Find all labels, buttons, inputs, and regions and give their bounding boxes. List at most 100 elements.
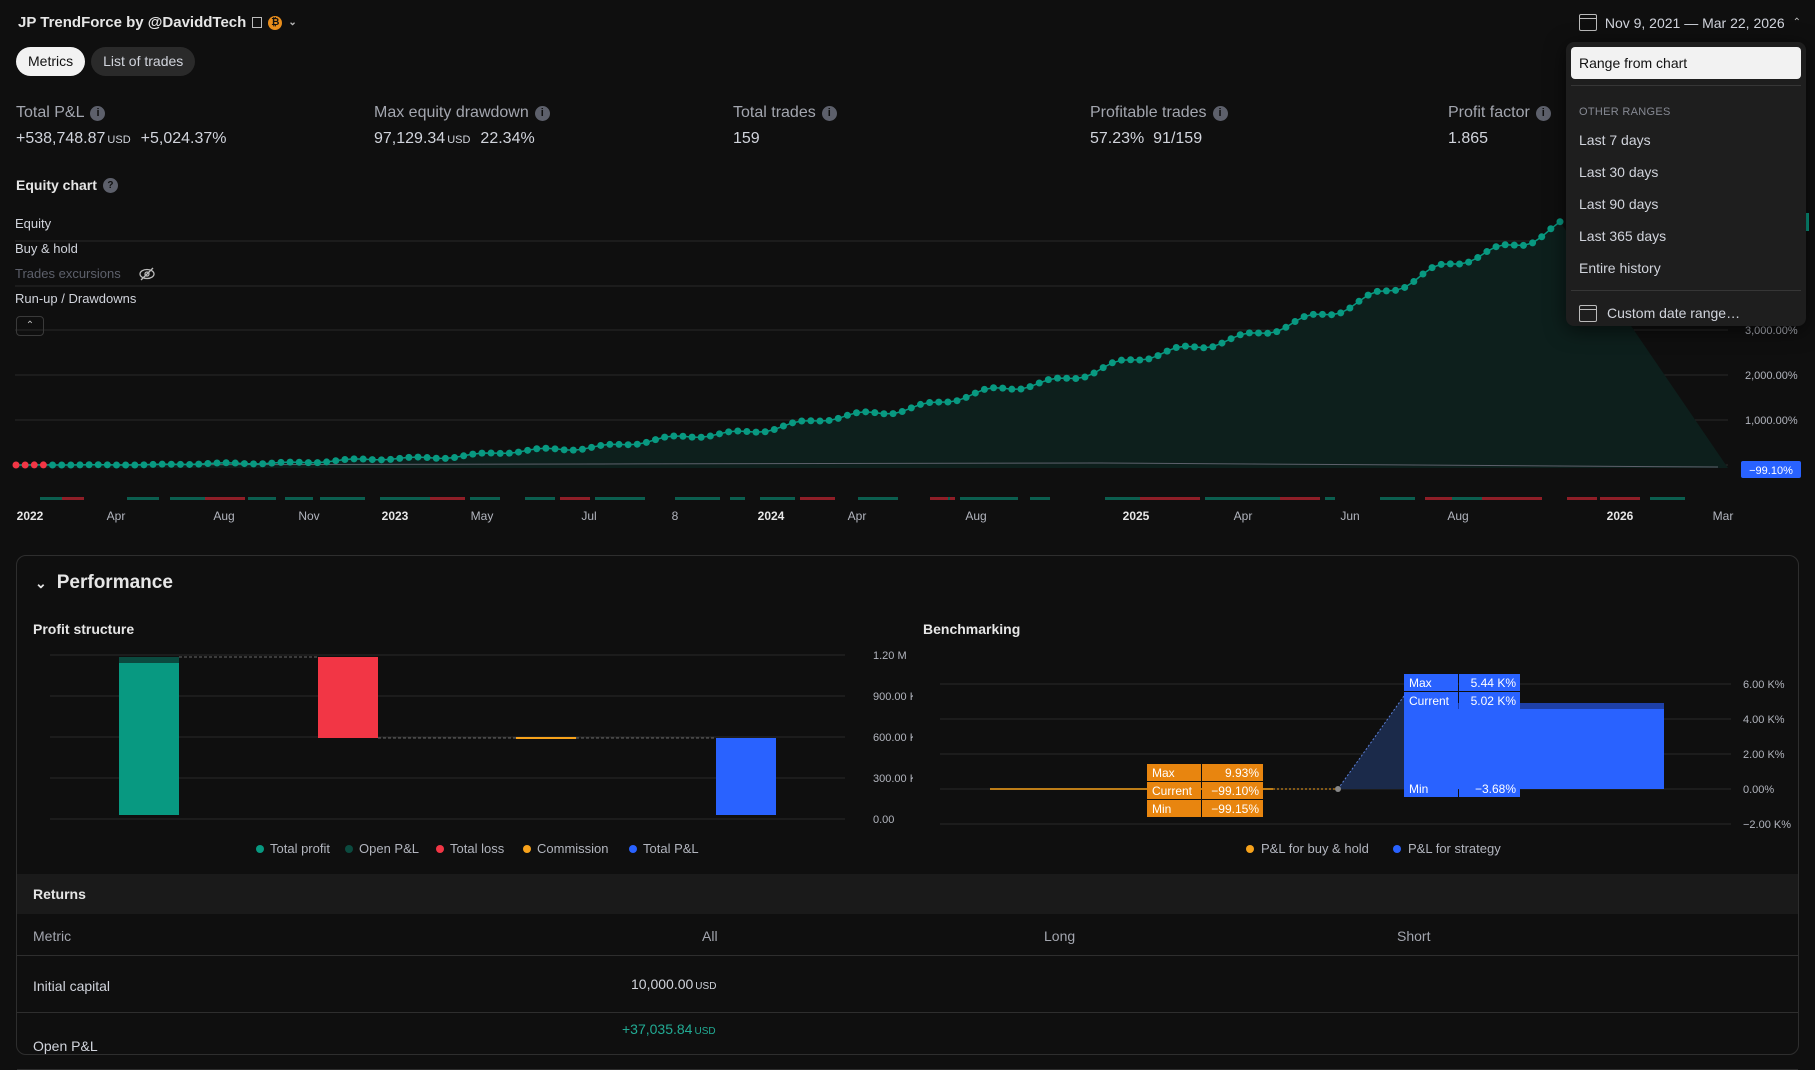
equity-point[interactable] (652, 436, 660, 444)
equity-point[interactable] (414, 453, 422, 461)
equity-point[interactable] (1008, 385, 1016, 393)
equity-point[interactable] (1044, 376, 1052, 384)
equity-point[interactable] (149, 460, 157, 468)
equity-point[interactable] (1373, 287, 1381, 295)
equity-point[interactable] (1017, 385, 1025, 393)
equity-point[interactable] (953, 397, 961, 405)
range-last-7-days[interactable]: Last 7 days (1579, 132, 1651, 148)
equity-point[interactable] (58, 461, 66, 469)
equity-point[interactable] (807, 417, 815, 425)
equity-point[interactable] (259, 460, 267, 468)
equity-point[interactable] (112, 461, 120, 469)
equity-point[interactable] (1227, 335, 1235, 343)
equity-point[interactable] (588, 443, 596, 451)
equity-point[interactable] (1538, 233, 1546, 241)
equity-point[interactable] (1501, 241, 1509, 249)
equity-point[interactable] (250, 460, 258, 468)
equity-point[interactable] (1291, 318, 1299, 326)
equity-point[interactable] (405, 453, 413, 461)
equity-point[interactable] (524, 446, 532, 454)
equity-point[interactable] (1108, 359, 1116, 367)
tab-list-of-trades[interactable]: List of trades (91, 47, 196, 76)
equity-point[interactable] (1264, 329, 1272, 337)
legend-trades-excursions[interactable]: Trades excursions (15, 266, 156, 281)
equity-point[interactable] (1054, 374, 1062, 382)
equity-point[interactable] (1392, 286, 1400, 294)
equity-point[interactable] (396, 454, 404, 462)
equity-point[interactable] (432, 454, 440, 462)
benchmarking-chart[interactable]: Max 9.93% Current −99.10% Min −99.15% Max 5.44 … (923, 651, 1793, 871)
equity-point[interactable] (706, 432, 714, 440)
equity-point[interactable] (1309, 310, 1317, 318)
equity-point[interactable] (779, 422, 787, 430)
equity-point[interactable] (277, 458, 285, 466)
legend-label[interactable]: Total P&L (643, 841, 699, 856)
equity-point[interactable] (1492, 243, 1500, 251)
help-icon[interactable]: ? (102, 177, 118, 193)
equity-point[interactable] (85, 461, 93, 469)
equity-point[interactable] (231, 459, 239, 467)
equity-point[interactable] (1154, 352, 1162, 360)
equity-point[interactable] (131, 461, 139, 469)
equity-point[interactable] (76, 461, 84, 469)
equity-point[interactable] (1117, 356, 1125, 364)
equity-point[interactable] (907, 404, 915, 412)
equity-point[interactable] (1026, 383, 1034, 391)
equity-point[interactable] (752, 428, 760, 436)
equity-point[interactable] (1318, 310, 1326, 318)
equity-point[interactable] (176, 460, 184, 468)
equity-point[interactable] (569, 446, 577, 454)
range-last-30-days[interactable]: Last 30 days (1579, 164, 1659, 180)
legend-label[interactable]: P&L for buy & hold (1261, 841, 1369, 856)
copy-icon[interactable] (252, 17, 263, 28)
equity-point[interactable] (871, 409, 879, 417)
equity-point[interactable] (642, 438, 650, 446)
equity-point[interactable] (167, 460, 175, 468)
equity-point[interactable] (268, 459, 276, 467)
equity-point[interactable] (1355, 297, 1363, 305)
equity-point[interactable] (213, 459, 221, 467)
info-icon[interactable]: i (1535, 105, 1551, 121)
equity-point[interactable] (551, 445, 559, 453)
equity-point[interactable] (816, 417, 824, 425)
equity-point[interactable] (460, 452, 468, 460)
equity-point[interactable] (597, 441, 605, 449)
equity-point[interactable] (1437, 260, 1445, 268)
equity-point[interactable] (862, 408, 870, 416)
equity-point[interactable] (21, 461, 29, 469)
equity-point[interactable] (661, 433, 669, 441)
equity-point[interactable] (761, 428, 769, 436)
equity-point[interactable] (1328, 311, 1336, 319)
equity-point[interactable] (688, 433, 696, 441)
equity-point[interactable] (377, 456, 385, 464)
equity-point[interactable] (1282, 323, 1290, 331)
equity-point[interactable] (1410, 278, 1418, 286)
equity-point[interactable] (798, 417, 806, 425)
equity-point[interactable] (12, 461, 20, 469)
equity-point[interactable] (341, 456, 349, 464)
equity-point[interactable] (990, 384, 998, 392)
equity-point[interactable] (1163, 347, 1171, 355)
custom-date-range[interactable]: Custom date range… (1571, 297, 1801, 329)
range-from-chart[interactable]: Range from chart (1571, 47, 1801, 79)
equity-point[interactable] (1245, 329, 1253, 337)
equity-point[interactable] (67, 461, 75, 469)
equity-point[interactable] (313, 459, 321, 467)
range-last-365-days[interactable]: Last 365 days (1579, 228, 1667, 244)
equity-point[interactable] (1456, 260, 1464, 268)
equity-point[interactable] (140, 461, 148, 469)
chevron-down-icon[interactable]: ⌄ (288, 17, 297, 28)
info-icon[interactable]: i (1212, 105, 1228, 121)
date-range-selector[interactable]: Nov 9, 2021 — Mar 22, 2026 ⌃ (1578, 14, 1801, 31)
equity-point[interactable] (1419, 270, 1427, 278)
equity-point[interactable] (368, 456, 376, 464)
equity-point[interactable] (1300, 313, 1308, 321)
equity-point[interactable] (1428, 264, 1436, 272)
equity-point[interactable] (533, 445, 541, 453)
equity-point[interactable] (1346, 304, 1354, 312)
equity-point[interactable] (715, 430, 723, 438)
collapse-legend-button[interactable]: ⌃ (16, 316, 44, 336)
equity-point[interactable] (789, 419, 797, 427)
equity-point[interactable] (39, 461, 47, 469)
equity-point[interactable] (935, 398, 943, 406)
